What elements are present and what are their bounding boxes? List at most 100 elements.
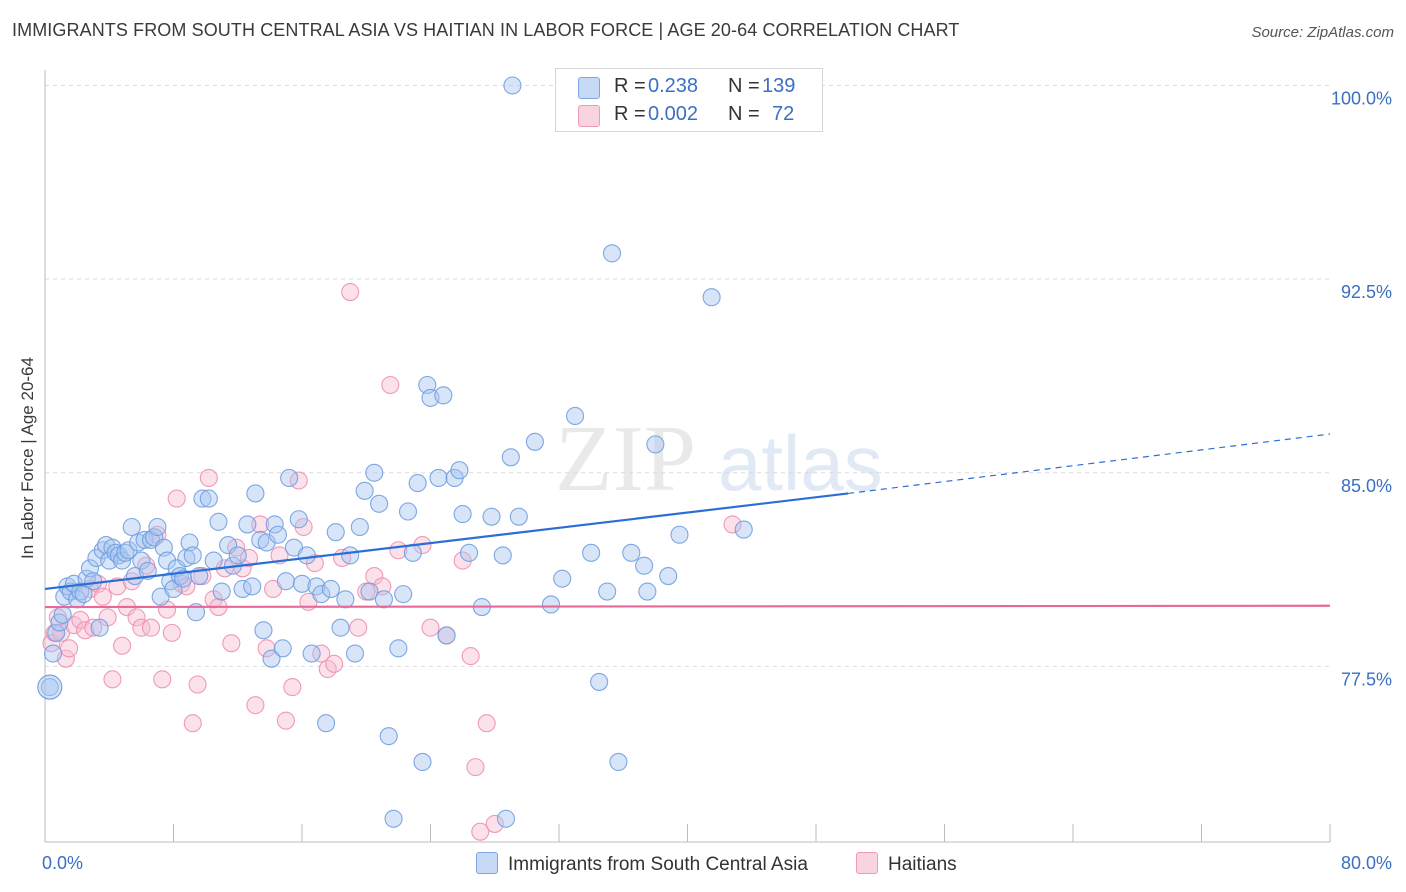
trend-lines: [44, 433, 1331, 609]
south-central-asia-point: [622, 543, 641, 562]
south-central-asia-points: [37, 76, 753, 828]
bottom-legend-label-blue: Immigrants from South Central Asia: [508, 854, 808, 875]
x-tick-label: 80.0%: [1341, 853, 1392, 873]
haitians-point: [162, 623, 181, 642]
south-central-asia-point: [370, 494, 389, 513]
south-central-asia-point: [289, 510, 308, 529]
pink-trend-line: [44, 604, 1331, 609]
haitians-point: [199, 468, 218, 487]
haitians-point: [312, 644, 331, 663]
south-central-asia-point: [482, 507, 501, 526]
south-central-asia-point: [238, 515, 257, 534]
south-central-asia-point: [659, 567, 678, 586]
haitians-point: [283, 678, 302, 697]
haitians-point: [84, 618, 103, 637]
south-central-asia-point: [434, 386, 453, 405]
south-central-asia-point: [47, 623, 66, 642]
south-central-asia-point: [302, 644, 321, 663]
south-central-asia-point: [183, 546, 202, 565]
south-central-asia-point: [122, 517, 141, 537]
south-central-asia-point: [598, 582, 617, 601]
south-central-asia-point: [413, 752, 432, 772]
haitians-point: [167, 489, 186, 508]
legend-r-value: 0.002: [648, 103, 699, 125]
south-central-asia-point: [450, 461, 469, 480]
haitians-point: [257, 639, 276, 658]
south-central-asia-point: [374, 590, 393, 609]
watermark-atlas: atlas: [718, 419, 883, 507]
haitians-point: [127, 608, 146, 627]
haitians-point: [381, 375, 400, 395]
bottom-legend-label-pink: Haitians: [888, 854, 957, 875]
south-central-asia-point: [496, 809, 516, 828]
chart-title: IMMIGRANTS FROM SOUTH CENTRAL ASIA VS HA…: [12, 20, 960, 40]
haitians-point: [251, 515, 270, 534]
south-central-asia-point: [90, 618, 109, 637]
haitians-point: [188, 675, 207, 694]
blue-trend-extension: [848, 433, 1331, 495]
legend-n-label: N =: [728, 75, 760, 97]
legend-r-label: R =: [614, 75, 646, 97]
haitians-point: [421, 618, 440, 637]
south-central-asia-point: [394, 585, 413, 604]
haitians-point: [466, 758, 485, 777]
y-tick-label: 100.0%: [1331, 88, 1392, 108]
haitians-point: [103, 670, 122, 689]
south-central-asia-point: [437, 626, 456, 645]
south-central-asia-point: [193, 489, 212, 508]
south-central-asia-point: [116, 543, 135, 562]
axes: [44, 70, 1331, 843]
y-tick-label: 92.5%: [1341, 282, 1392, 302]
south-central-asia-point: [355, 481, 374, 500]
bottom-legend-swatch-pink: [856, 852, 878, 874]
source-note: Source: ZipAtlas.com: [1251, 24, 1394, 41]
south-central-asia-point: [503, 76, 522, 95]
south-central-asia-point: [582, 543, 601, 562]
south-central-asia-point: [74, 585, 93, 604]
south-central-asia-point: [360, 582, 379, 601]
south-central-asia-point: [341, 546, 360, 565]
south-central-asia-point: [265, 515, 284, 534]
haitians-point: [153, 670, 172, 689]
watermark: ZIP atlas: [555, 407, 883, 511]
legend-swatch-blue: [578, 77, 600, 99]
south-central-asia-point: [280, 468, 299, 487]
south-central-asia-point: [702, 288, 721, 307]
south-central-asia-point: [350, 517, 369, 537]
south-central-asia-point: [276, 572, 295, 591]
south-central-asia-point: [336, 590, 355, 609]
y-tick-label: 85.0%: [1341, 476, 1392, 496]
south-central-asia-point: [243, 577, 262, 596]
south-central-asia-point: [268, 525, 287, 544]
south-central-asia-point: [501, 448, 520, 467]
legend-n-value: 72: [772, 103, 795, 125]
south-central-asia-point: [345, 644, 365, 663]
south-central-asia-point: [379, 727, 398, 746]
south-central-asia-point: [132, 551, 151, 570]
south-central-asia-point: [204, 551, 223, 570]
stats-legend: R = 0.238 N = 139 R = 0.002 N = 72: [555, 68, 823, 132]
south-central-asia-point: [734, 520, 753, 539]
haitians-point: [93, 587, 112, 606]
tick-labels: 77.5% 85.0% 92.5% 100.0% 0.0% 80.0%: [42, 88, 1392, 873]
south-central-asia-point: [148, 517, 167, 537]
south-central-asia-point: [609, 752, 628, 772]
south-central-asia-point-large: [37, 674, 63, 700]
south-central-asia-point: [209, 512, 228, 531]
south-central-asia-point: [566, 406, 585, 426]
south-central-asia-point: [317, 714, 336, 733]
haitians-point: [132, 618, 151, 637]
south-central-asia-point: [638, 582, 657, 601]
south-central-asia-point: [408, 474, 427, 493]
south-central-asia-point: [553, 569, 572, 588]
south-central-asia-point: [646, 435, 665, 454]
haitians-point: [60, 639, 79, 658]
haitians-point: [471, 822, 490, 841]
legend-r-label: R =: [614, 103, 646, 125]
south-central-asia-point: [590, 672, 609, 691]
south-central-asia-point: [602, 244, 622, 263]
haitians-point: [113, 636, 132, 655]
haitians-point: [723, 515, 742, 534]
haitians-point: [485, 814, 504, 833]
